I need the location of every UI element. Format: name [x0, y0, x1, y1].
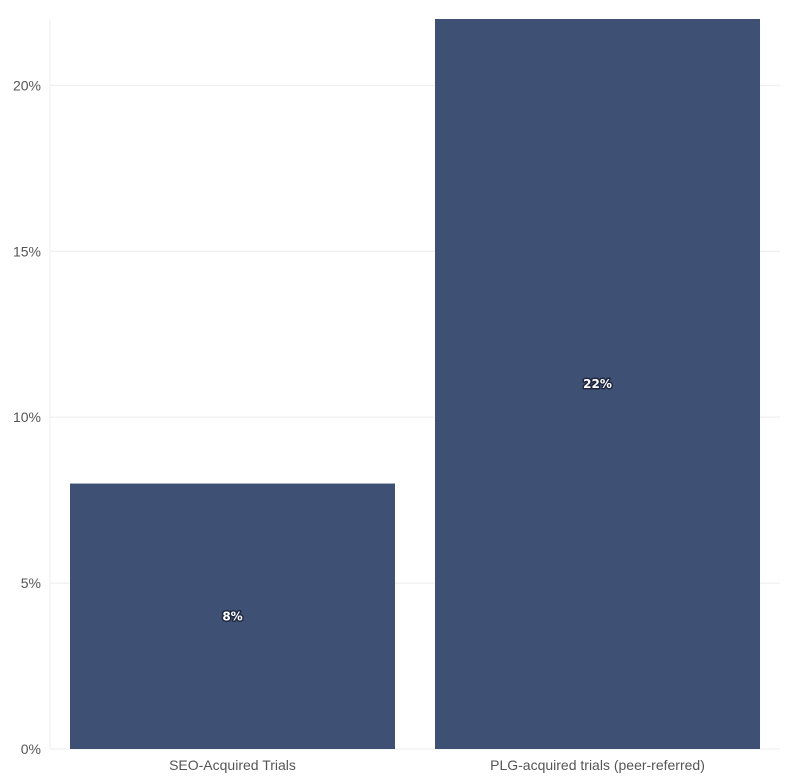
bars — [70, 19, 760, 749]
y-tick-label: 10% — [13, 409, 41, 425]
data-label: 8% — [222, 609, 242, 623]
y-tick-label: 0% — [21, 741, 41, 757]
bar — [70, 483, 395, 749]
bar — [435, 19, 760, 749]
x-tick-label: PLG-acquired trials (peer-referred) — [490, 757, 705, 773]
x-axis-ticks: SEO-Acquired Trials PLG-acquired trials (… — [169, 757, 705, 773]
y-tick-label: 5% — [21, 575, 41, 591]
data-label: 22% — [583, 377, 612, 391]
y-axis-ticks: 0% 5% 10% 15% 20% — [13, 77, 41, 757]
y-tick-label: 20% — [13, 77, 41, 93]
data-labels: 8% 22% — [221, 376, 614, 625]
x-tick-label: SEO-Acquired Trials — [169, 757, 296, 773]
y-tick-label: 15% — [13, 243, 41, 259]
